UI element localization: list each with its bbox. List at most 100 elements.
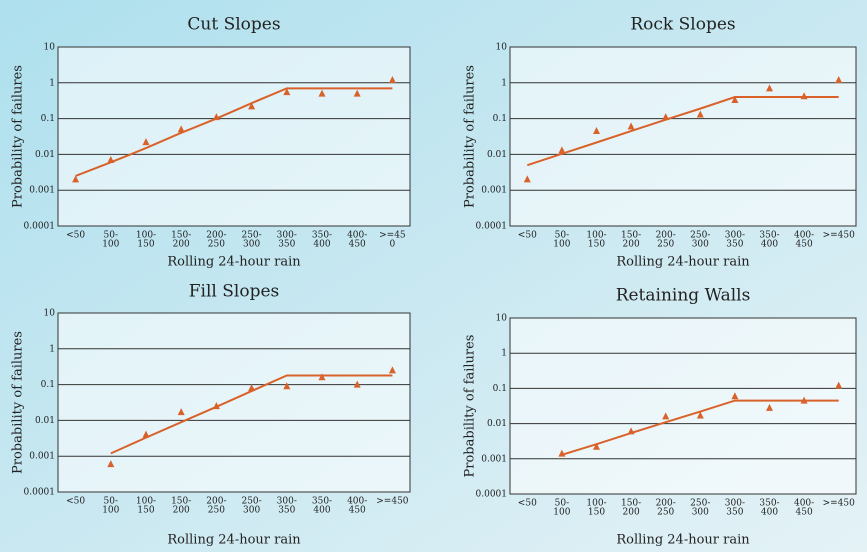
y-axis-label: Probability of failures	[463, 65, 478, 208]
trend-line	[561, 399, 839, 456]
y-tick-label: 0.0001	[476, 490, 508, 500]
x-tick-label: 400	[313, 240, 330, 250]
data-point	[835, 381, 843, 389]
plot-area	[57, 46, 411, 227]
x-tick-label: 100	[102, 240, 119, 250]
x-tick-label: <50	[66, 497, 85, 507]
x-tick-label: >=450	[376, 497, 409, 507]
x-tick-label: 300	[243, 240, 260, 250]
data-point	[283, 382, 291, 390]
x-tick-label: 350-	[759, 499, 779, 509]
x-tick-label: 100-	[136, 231, 156, 241]
data-point	[107, 460, 115, 468]
y-tick-label: 10	[44, 309, 56, 319]
data-point	[283, 88, 291, 96]
trend-line	[110, 374, 393, 455]
x-tick-label: 300-	[725, 499, 745, 509]
y-tick-label: 10	[44, 43, 56, 53]
x-tick-label: 100	[102, 506, 119, 516]
y-tick-label: 0.01	[35, 416, 55, 426]
chart-title: Retaining Walls	[616, 286, 751, 306]
y-tick-label: 10	[496, 314, 508, 324]
y-tick-label: 10	[496, 43, 508, 53]
x-tick-label: 350	[726, 508, 743, 518]
x-tick-label: 200-	[656, 231, 676, 241]
plot-area	[509, 317, 857, 495]
x-tick-label: 250-	[690, 499, 710, 509]
data-point	[353, 89, 361, 97]
x-tick-label: <50	[518, 499, 537, 509]
chart-title: Rock Slopes	[630, 15, 735, 35]
x-tick-label: 400-	[347, 497, 367, 507]
x-axis-label: Rolling 24-hour rain	[167, 533, 301, 548]
y-axis-label: Probability of failures	[463, 335, 478, 478]
x-tick-label: 100-	[586, 231, 606, 241]
x-tick-label: 250	[208, 240, 225, 250]
x-tick-label: 0	[390, 240, 396, 250]
x-tick-label: 300	[692, 240, 709, 250]
x-tick-label: 50-	[104, 231, 119, 241]
y-tick-label: 0.1	[41, 114, 55, 124]
y-tick-label: 0.01	[487, 150, 507, 160]
x-tick-label: 200-	[656, 499, 676, 509]
x-tick-label: 150-	[171, 231, 191, 241]
y-tick-label: 0.0001	[476, 222, 508, 232]
x-tick-label: 150	[588, 240, 605, 250]
x-tick-label: >=45	[379, 231, 406, 241]
chart-title: Fill Slopes	[189, 282, 280, 302]
x-tick-label: 300-	[277, 231, 297, 241]
x-tick-label: 350	[278, 240, 295, 250]
y-axis-label: Probability of failures	[11, 331, 26, 474]
x-tick-label: 50-	[555, 499, 570, 509]
y-tick-label: 0.01	[487, 419, 507, 429]
x-tick-label: 450	[349, 240, 366, 250]
x-tick-label: 200	[173, 240, 190, 250]
data-point	[696, 110, 704, 118]
data-point	[731, 96, 739, 104]
chart-title: Cut Slopes	[187, 15, 280, 35]
plot-area	[509, 46, 857, 227]
x-tick-label: 400-	[794, 499, 814, 509]
x-tick-label: 250	[208, 506, 225, 516]
x-tick-label: 150-	[621, 499, 641, 509]
x-tick-label: 200	[173, 506, 190, 516]
x-tick-label: <50	[66, 231, 85, 241]
x-tick-label: 250-	[241, 497, 261, 507]
x-tick-label: 100	[553, 240, 570, 250]
x-tick-label: 200	[623, 508, 640, 518]
y-axis-label: Probability of failures	[11, 65, 26, 208]
data-point	[142, 138, 150, 146]
x-tick-label: 350-	[312, 497, 332, 507]
data-point	[696, 411, 704, 419]
trend-line	[75, 87, 393, 177]
data-point	[593, 442, 600, 450]
y-tick-label: 0.1	[493, 114, 507, 124]
x-tick-label: 400	[761, 508, 778, 518]
data-point	[766, 84, 773, 92]
y-tick-label: 0.1	[41, 380, 55, 390]
x-tick-label: 250	[657, 240, 674, 250]
x-tick-label: 450	[349, 506, 366, 516]
x-tick-label: 350-	[759, 231, 779, 241]
data-point	[248, 102, 256, 110]
y-tick-label: 0.1	[493, 384, 507, 394]
x-tick-label: 100-	[586, 499, 606, 509]
x-tick-label: 50-	[104, 497, 119, 507]
x-tick-label: 150	[137, 240, 154, 250]
x-tick-label: 50-	[555, 231, 570, 241]
data-point	[731, 392, 739, 400]
x-tick-label: 300-	[725, 231, 745, 241]
x-tick-label: 400-	[347, 231, 367, 241]
data-point	[593, 127, 600, 135]
y-tick-label: 0.001	[481, 186, 507, 196]
x-tick-label: 400	[313, 506, 330, 516]
x-axis-label: Rolling 24-hour rain	[616, 255, 750, 270]
x-tick-label: 450	[796, 508, 813, 518]
data-point	[318, 89, 326, 97]
x-tick-label: 400	[761, 240, 778, 250]
x-tick-label: >=450	[823, 499, 856, 509]
x-tick-label: 150-	[171, 497, 191, 507]
data-point	[177, 408, 185, 416]
